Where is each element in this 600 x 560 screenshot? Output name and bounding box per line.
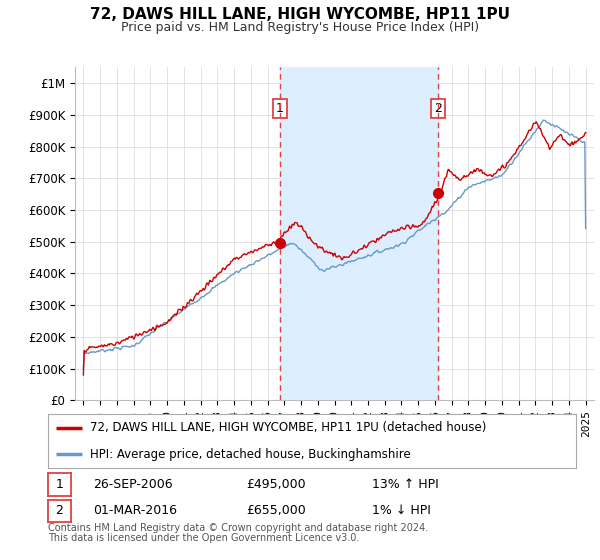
Text: 72, DAWS HILL LANE, HIGH WYCOMBE, HP11 1PU (detached house): 72, DAWS HILL LANE, HIGH WYCOMBE, HP11 1… bbox=[90, 421, 487, 434]
Text: 1: 1 bbox=[276, 102, 284, 115]
Text: 01-MAR-2016: 01-MAR-2016 bbox=[93, 504, 177, 517]
Text: 26-SEP-2006: 26-SEP-2006 bbox=[93, 478, 173, 491]
Text: 1% ↓ HPI: 1% ↓ HPI bbox=[372, 504, 431, 517]
Text: 13% ↑ HPI: 13% ↑ HPI bbox=[372, 478, 439, 491]
Text: This data is licensed under the Open Government Licence v3.0.: This data is licensed under the Open Gov… bbox=[48, 533, 359, 543]
Text: Contains HM Land Registry data © Crown copyright and database right 2024.: Contains HM Land Registry data © Crown c… bbox=[48, 523, 428, 533]
Bar bbox=[280, 67, 438, 400]
Text: Price paid vs. HM Land Registry's House Price Index (HPI): Price paid vs. HM Land Registry's House … bbox=[121, 21, 479, 34]
Text: 2: 2 bbox=[434, 102, 442, 115]
Text: £655,000: £655,000 bbox=[246, 504, 306, 517]
Text: £495,000: £495,000 bbox=[246, 478, 305, 491]
Text: 1: 1 bbox=[55, 478, 64, 491]
Text: 72, DAWS HILL LANE, HIGH WYCOMBE, HP11 1PU: 72, DAWS HILL LANE, HIGH WYCOMBE, HP11 1… bbox=[90, 7, 510, 22]
Text: 2: 2 bbox=[55, 504, 64, 517]
Text: HPI: Average price, detached house, Buckinghamshire: HPI: Average price, detached house, Buck… bbox=[90, 448, 411, 461]
